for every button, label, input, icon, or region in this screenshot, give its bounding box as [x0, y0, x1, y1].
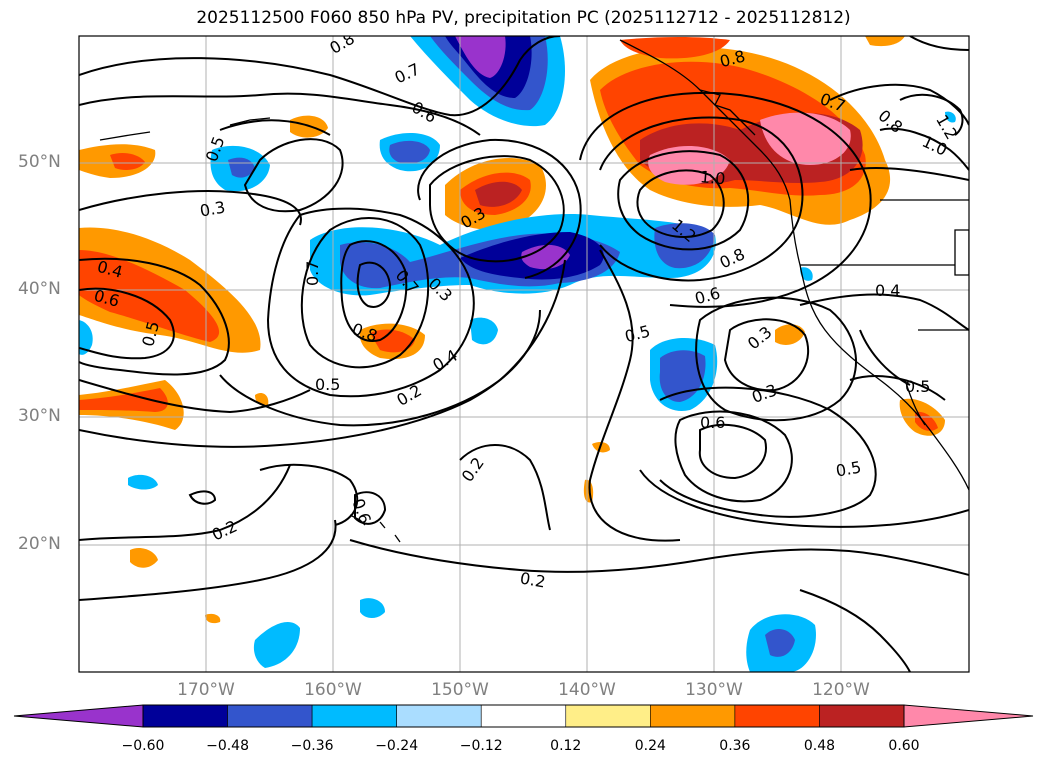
precip-region [470, 317, 498, 345]
lat-label-30n: 30°N [18, 406, 61, 426]
precip-region [945, 111, 956, 123]
graticule [79, 36, 969, 672]
precip-region [253, 621, 300, 668]
lon-label-160w: 160°W [304, 680, 362, 700]
colorbar-tick-label: −0.60 [121, 738, 165, 754]
colorbar-arrow-max [903, 704, 1034, 728]
map-title: 2025112500 F060 850 hPa PV, precipitatio… [196, 8, 851, 28]
precip-region [360, 598, 385, 618]
lon-label-140w: 140°W [558, 680, 616, 700]
colorbar-tick-label: −0.48 [206, 738, 249, 754]
contour-label: 0.4 [875, 281, 900, 300]
precip-region [79, 388, 168, 412]
precip-region [775, 324, 805, 345]
colorbar-box [819, 704, 905, 728]
pv-contour-layer [79, 36, 969, 672]
contour-label: 0.6 [700, 413, 725, 432]
contour-label: 1.0 [699, 167, 726, 188]
precip-region [128, 474, 158, 490]
precip-region [79, 250, 220, 342]
coastline-layer [99, 39, 969, 543]
colorbar-tick-label: −0.12 [459, 738, 503, 754]
precip-region [110, 152, 145, 170]
colorbar-box [565, 704, 651, 728]
precip-region [915, 411, 938, 431]
precip-region [760, 112, 851, 165]
precip-region [475, 181, 522, 207]
colorbar-box [396, 704, 482, 728]
contour-label: 0.2 [519, 568, 547, 591]
precip-region [521, 244, 570, 270]
colorbar-box [480, 704, 567, 728]
precip-region [79, 320, 93, 355]
colorbar-box [227, 704, 313, 728]
colorbar-box [142, 704, 228, 728]
contour-label: 0.7 [303, 261, 322, 286]
contour-label: 0.5 [834, 457, 862, 480]
colorbar-tick-label: 0.48 [803, 738, 836, 754]
lat-label-20n: 20°N [18, 534, 61, 554]
precip-region [130, 548, 158, 568]
colorbar-tick-label: 0.36 [719, 738, 751, 754]
lat-label-50n: 50°N [18, 152, 61, 172]
precip-region [370, 329, 415, 353]
lat-label-40n: 40°N [18, 279, 61, 299]
map-frame [78, 35, 970, 673]
colorbar-tick-label: −0.36 [290, 738, 334, 754]
colorbar-arrow-min [13, 704, 144, 728]
colorbar-box [734, 704, 820, 728]
colorbar-tick-label: −0.24 [375, 738, 419, 754]
colorbar-boxes [142, 704, 905, 728]
contour-label: 0.3 [198, 197, 226, 220]
colorbar-tick-label: 0.12 [550, 738, 582, 754]
precip-region [765, 628, 795, 657]
colorbar [13, 704, 1034, 728]
lon-label-120w: 120°W [812, 680, 870, 700]
precip-region [205, 613, 221, 624]
precip-region [455, 36, 506, 78]
colorbar-box [311, 704, 397, 728]
contour-label: 0.5 [905, 377, 930, 396]
precip-region [865, 36, 905, 47]
colorbar-tick-label: 0.60 [888, 738, 920, 754]
precip-region [389, 140, 430, 164]
lon-label-170w: 170°W [177, 680, 235, 700]
precip-region [620, 37, 730, 59]
contour-label: 0.5 [315, 375, 340, 394]
lon-label-130w: 130°W [685, 680, 743, 700]
colorbar-box [650, 704, 736, 728]
colorbar-tick-label: 0.24 [634, 738, 666, 754]
lon-label-150w: 150°W [431, 680, 489, 700]
